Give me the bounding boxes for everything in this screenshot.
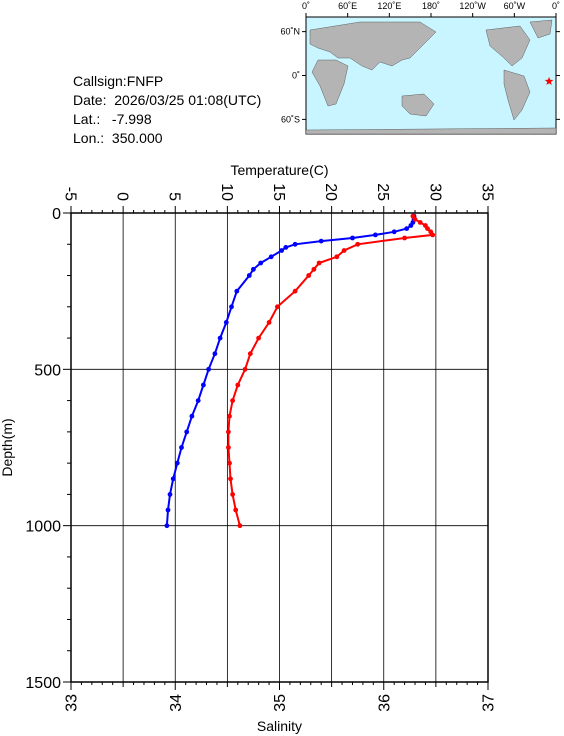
temperature-tick-label: -5 bbox=[61, 187, 78, 201]
temperature-axis-label: Temperature(C) bbox=[230, 162, 328, 178]
temperature-data-point bbox=[350, 235, 355, 241]
depth-axis-label: Depth(m) bbox=[0, 418, 15, 476]
temperature-tick-label: 35 bbox=[478, 183, 495, 201]
temperature-data-point bbox=[391, 229, 397, 235]
salinity-tick-label: 33 bbox=[64, 694, 81, 712]
temperature-data-point bbox=[234, 288, 240, 294]
salinity-data-point bbox=[334, 254, 340, 260]
latitude-text: Lat.: -7.998 bbox=[73, 111, 152, 127]
salinity-data-point bbox=[230, 398, 236, 403]
depth-tick-label: 1500 bbox=[25, 675, 61, 692]
salinity-data-point bbox=[230, 492, 236, 497]
temperature-data-point bbox=[373, 232, 378, 238]
salinity-data-point bbox=[306, 273, 312, 278]
temperature-data-point bbox=[246, 273, 252, 278]
temperature-profile-line bbox=[165, 216, 415, 526]
salinity-data-point bbox=[235, 382, 241, 388]
temperature-data-point bbox=[184, 429, 190, 435]
map-lon-label: 60˚W bbox=[504, 1, 526, 11]
temperature-tick-label: 20 bbox=[322, 183, 339, 201]
temperature-data-point bbox=[283, 245, 289, 250]
temperature-data-point bbox=[223, 320, 229, 325]
salinity-data-point bbox=[292, 288, 298, 294]
map-lon-label: 0˚ bbox=[302, 1, 310, 11]
temperature-data-point bbox=[167, 492, 173, 497]
temperature-data-point bbox=[229, 304, 234, 310]
salinity-data-point bbox=[237, 523, 243, 529]
temperature-tick-label: 30 bbox=[426, 183, 443, 201]
salinity-tick-label: 36 bbox=[376, 694, 393, 712]
temperature-data-point bbox=[279, 248, 284, 253]
salinity-data-point bbox=[226, 429, 231, 435]
temperature-data-point bbox=[195, 398, 201, 403]
date-text: Date: 2026/03/25 01:08(UTC) bbox=[73, 92, 262, 108]
temperature-data-point bbox=[217, 335, 223, 341]
salinity-data-point bbox=[355, 241, 361, 247]
map-lon-label: 120˚E bbox=[377, 1, 401, 11]
temperature-data-point bbox=[201, 382, 206, 388]
salinity-data-point bbox=[233, 507, 239, 513]
salinity-tick-label: 35 bbox=[272, 694, 289, 712]
salinity-data-point bbox=[311, 266, 317, 272]
salinity-data-point bbox=[256, 335, 261, 341]
salinity-data-point bbox=[341, 248, 347, 253]
temperature-data-point bbox=[258, 260, 264, 266]
profile-chart: -5 0 5 10 15 20 25 30 35 33 34 35 36 37 050010001500… bbox=[0, 162, 498, 734]
station-info: Callsign:FNFP Date: 2026/03/25 01:08(UTC… bbox=[73, 72, 261, 148]
depth-tick-label: 0 bbox=[52, 206, 61, 223]
salinity-data-point bbox=[227, 413, 232, 419]
salinity-data-point bbox=[430, 232, 436, 238]
depth-tick-label: 500 bbox=[34, 362, 61, 379]
map-lat-label: 0˚ bbox=[292, 71, 300, 81]
temperature-data-point bbox=[174, 460, 180, 466]
temperature-tick-label: 0 bbox=[114, 192, 131, 201]
salinity-data-point bbox=[227, 460, 232, 466]
temperature-data-point bbox=[165, 507, 171, 513]
temperature-data-point bbox=[189, 413, 195, 419]
depth-tick-label: 1000 bbox=[25, 519, 61, 536]
map-lon-label: 60˚E bbox=[338, 1, 357, 11]
salinity-data-point bbox=[266, 320, 272, 325]
salinity-data-point bbox=[228, 476, 233, 482]
salinity-data-point bbox=[242, 366, 248, 372]
map-lon-label: 180˚ bbox=[422, 1, 440, 11]
salinity-data-point bbox=[247, 351, 253, 357]
temperature-tick-label: 10 bbox=[218, 183, 235, 201]
salinity-tick-label: 37 bbox=[481, 694, 498, 712]
map-lon-label: 0˚ bbox=[552, 1, 560, 11]
salinity-axis-label: Salinity bbox=[257, 718, 302, 734]
temperature-data-point bbox=[179, 445, 184, 450]
salinity-data-point bbox=[417, 220, 423, 225]
salinity-tick-label: 34 bbox=[168, 694, 185, 712]
station-marker bbox=[544, 76, 554, 85]
map-lat-label: 60˚N bbox=[280, 27, 300, 37]
temperature-data-point bbox=[318, 238, 324, 244]
salinity-data-point bbox=[412, 216, 418, 222]
temperature-data-point bbox=[164, 523, 170, 529]
salinity-data-point bbox=[275, 304, 280, 310]
temperature-data-point bbox=[268, 254, 274, 260]
salinity-data-point bbox=[226, 445, 231, 450]
salinity-data-point bbox=[316, 260, 322, 266]
temperature-tick-label: 25 bbox=[374, 183, 391, 201]
temperature-data-point bbox=[292, 241, 298, 247]
map-land bbox=[305, 19, 557, 135]
temperature-data-point bbox=[170, 476, 176, 482]
temperature-data-point bbox=[212, 351, 218, 357]
map-lat-label: 60˚S bbox=[281, 114, 300, 124]
temperature-data-point bbox=[206, 366, 212, 372]
salinity-data-point bbox=[402, 235, 407, 241]
longitude-text: Lon.: 350.000 bbox=[73, 130, 163, 146]
temperature-tick-label: 15 bbox=[270, 183, 287, 201]
temperature-tick-label: 5 bbox=[166, 192, 183, 201]
map-lon-label: 120˚W bbox=[459, 1, 486, 11]
temperature-data-point bbox=[404, 226, 410, 231]
temperature-data-point bbox=[408, 223, 414, 228]
salinity-data-point bbox=[425, 226, 430, 231]
callsign-text: Callsign:FNFP bbox=[73, 73, 164, 89]
temperature-data-point bbox=[251, 266, 256, 272]
world-map: 0˚ 60˚E 120˚E 180˚ 120˚W 60˚W 0˚ 60˚N 0˚ 60˚S bbox=[280, 1, 560, 135]
